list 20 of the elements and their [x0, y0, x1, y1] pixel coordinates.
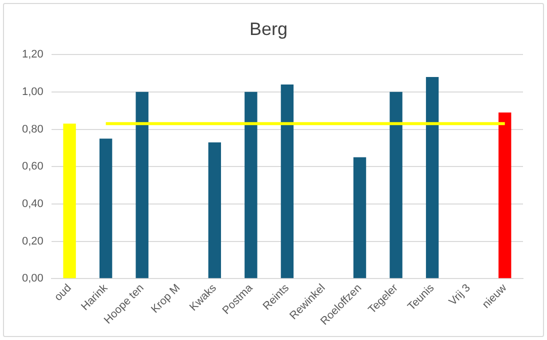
y-tick-label: 0,40 — [22, 198, 44, 210]
bar — [136, 92, 148, 278]
x-tick-label: oud — [52, 282, 74, 304]
y-tick-label: 1,00 — [22, 86, 44, 98]
bar — [244, 92, 258, 278]
bar — [63, 124, 76, 278]
chart-title: Berg — [249, 18, 288, 39]
bar — [426, 77, 439, 278]
bar — [208, 142, 221, 278]
bar — [280, 84, 294, 278]
bar — [99, 138, 112, 278]
x-tick-label: Vrij 3 — [446, 282, 473, 308]
y-tick-label: 0,20 — [22, 235, 44, 248]
bar — [390, 92, 402, 278]
y-tick-label: 1,20 — [22, 48, 44, 61]
bar — [498, 112, 512, 278]
y-tick-label: 0,80 — [22, 123, 44, 136]
bar — [353, 157, 366, 278]
y-tick-label: 0,00 — [22, 272, 44, 285]
y-tick-label: 0,60 — [22, 160, 44, 173]
